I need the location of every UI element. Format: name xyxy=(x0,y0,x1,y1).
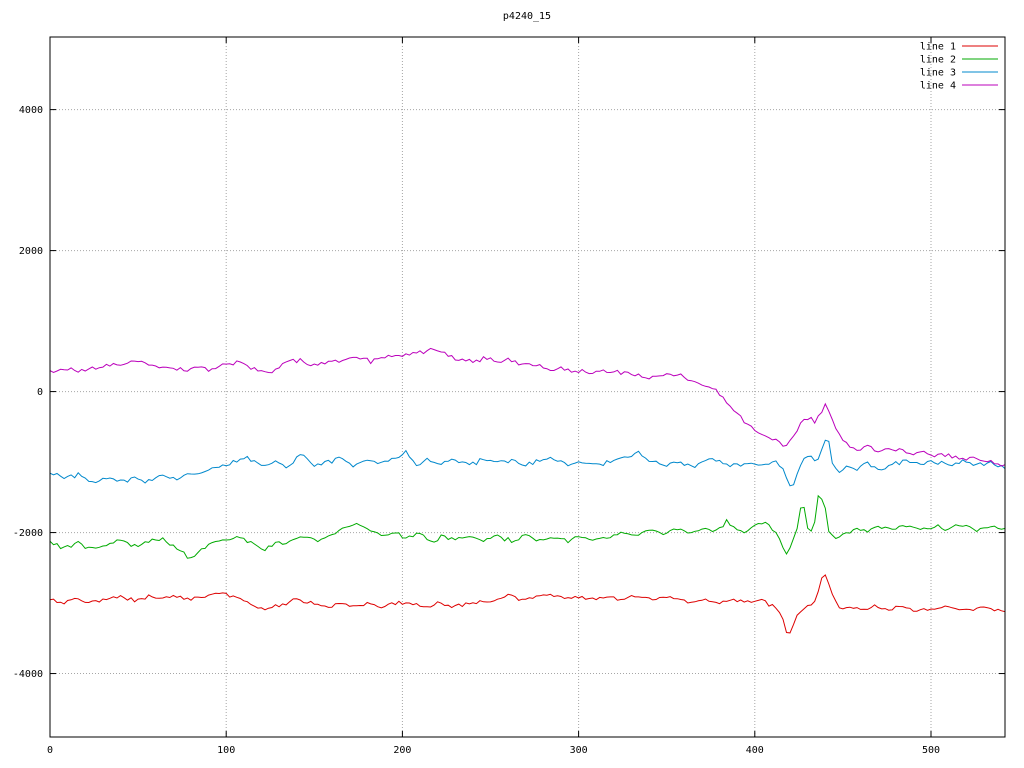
x-tick-label: 0 xyxy=(47,745,53,756)
grid-lines xyxy=(49,37,1005,737)
series-line-2 xyxy=(49,494,1006,559)
legend-label-line-2: line 2 xyxy=(920,55,956,66)
y-tick-label: 0 xyxy=(37,387,43,398)
legend-label-line-4: line 4 xyxy=(920,81,956,92)
series-lines xyxy=(49,347,1006,634)
x-tick-label: 400 xyxy=(746,745,764,756)
x-tick-label: 500 xyxy=(922,745,940,756)
legend-label-line-3: line 3 xyxy=(920,68,956,79)
series-line-1 xyxy=(49,574,1006,634)
legend-label-line-1: line 1 xyxy=(920,42,956,53)
y-tick-label: -4000 xyxy=(13,669,43,680)
series-line-4 xyxy=(49,347,1006,467)
x-tick-label: 200 xyxy=(393,745,411,756)
y-tick-label: 2000 xyxy=(19,246,43,257)
axis-ticks xyxy=(49,37,1005,737)
chart-title: p4240_15 xyxy=(503,11,551,22)
legend: line 1 line 2 line 3 line 4 xyxy=(920,42,998,92)
plot-border xyxy=(49,36,1006,738)
y-tick-label: -2000 xyxy=(13,528,43,539)
series-line-3 xyxy=(49,439,1006,487)
axis-tick-labels: 0 100 200 300 400 500 -4000 -2000 0 2000 4000 xyxy=(13,105,940,756)
x-tick-label: 300 xyxy=(570,745,588,756)
y-tick-label: 4000 xyxy=(19,105,43,116)
x-tick-label: 100 xyxy=(217,745,235,756)
